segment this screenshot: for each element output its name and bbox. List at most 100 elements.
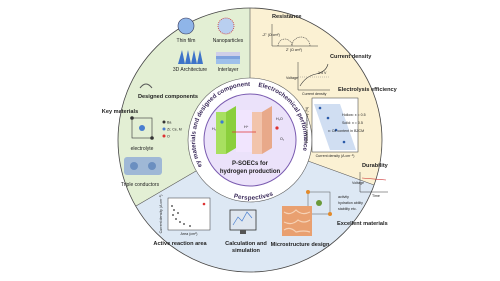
legend-label: Zr, Ce, M [167, 128, 182, 132]
heading: Designed components [138, 94, 198, 100]
item-label: Triple conductors [121, 182, 160, 188]
species-label: O₂ [280, 137, 285, 141]
item-label: electrolyte [131, 146, 154, 152]
axis [271, 24, 318, 47]
heading: Microstructure design [271, 242, 330, 248]
species-label: H⁺ [244, 125, 249, 129]
atom [306, 190, 310, 194]
electrode [252, 112, 262, 154]
molecule [220, 120, 224, 124]
point [318, 106, 322, 110]
axis-label: Current density (A cm⁻²) [316, 154, 355, 158]
crystal [131, 117, 153, 139]
axis [359, 172, 388, 193]
point [202, 202, 206, 206]
icon [178, 50, 203, 64]
axis-label: Time [372, 194, 380, 198]
icon [124, 157, 162, 175]
property: activity [338, 195, 349, 199]
center-title: P-SOECs for [232, 161, 269, 167]
item-label: Interlayer [218, 67, 239, 73]
molecule [275, 126, 279, 130]
point [179, 221, 181, 223]
axis-label: Voltage [352, 181, 364, 185]
heading: simulation [232, 248, 261, 254]
icon [216, 52, 240, 56]
legend-label: Solid: x = 0.5 [342, 121, 363, 125]
item-label: Nanoparticles [213, 38, 244, 44]
icon [216, 56, 240, 59]
atom [130, 116, 134, 120]
atom [150, 136, 154, 140]
divider [307, 160, 375, 186]
item-label: 3D Architecture [173, 67, 207, 73]
sector-perspectives [136, 140, 374, 272]
arc-text: Perspectives [233, 190, 275, 201]
icon [216, 59, 240, 64]
point [177, 212, 179, 214]
axis-label: -Z'' (Ω cm²) [262, 33, 280, 37]
legend-label: O [167, 135, 170, 139]
axis-label: Faradaic efficiency (%) [305, 107, 309, 143]
center-title: hydrogen production [220, 169, 281, 175]
point [334, 128, 338, 132]
heading: Current density [330, 54, 372, 60]
legend-dot [162, 127, 166, 131]
point [173, 209, 175, 211]
item-label: Thin film [177, 38, 196, 44]
property: stability etc. [338, 207, 357, 211]
screen-plot [232, 211, 253, 226]
legend-label: Ba [167, 121, 171, 125]
icon [177, 17, 195, 35]
heading: Active reaction area [153, 241, 207, 247]
heading: Calculation and [225, 241, 267, 247]
texture [283, 209, 311, 233]
legend-label: Hollow: x = 0.5 [342, 113, 366, 117]
axis-label: Current density [302, 92, 327, 96]
icon [217, 17, 235, 35]
point [342, 140, 346, 144]
axis-label: Current density (A cm⁻²) [159, 195, 163, 234]
annotation: 1.3 V [318, 71, 327, 75]
monitor [229, 209, 257, 231]
heading: Electrolysis efficiency [338, 87, 398, 93]
axis-label: Z' (Ω cm²) [286, 48, 302, 52]
point [171, 205, 173, 207]
icon [130, 162, 138, 170]
point [189, 225, 191, 227]
divider [135, 170, 197, 207]
electrolyte-layer [236, 110, 252, 152]
atom [316, 200, 322, 206]
point [175, 218, 177, 220]
band [314, 104, 356, 150]
axis [297, 62, 330, 91]
point [183, 223, 185, 225]
axis-label: Voltage [286, 76, 298, 80]
heading: Resistance [272, 14, 302, 20]
heading: Durability [362, 163, 389, 169]
legend-label: x: Ce content in BZCM [328, 129, 364, 133]
curve [299, 63, 329, 87]
atom [139, 125, 145, 131]
curve [361, 177, 387, 181]
point [326, 116, 330, 120]
scatter [171, 205, 191, 227]
electrode [216, 112, 226, 154]
point [172, 214, 174, 216]
legend-dot [162, 120, 166, 124]
property: hydration ability [338, 201, 363, 205]
curve [277, 36, 311, 47]
monitor-stand [240, 230, 246, 234]
heading: Key materials [102, 109, 138, 115]
species-label: H₂O [276, 117, 283, 121]
crystal [307, 191, 331, 215]
electrode [262, 106, 272, 154]
legend-dot [162, 134, 166, 138]
arc-label: Perspectives [233, 190, 275, 201]
atom [328, 212, 332, 216]
icon [139, 83, 153, 89]
icon [148, 162, 156, 170]
axis-label: Area (cm²) [181, 232, 198, 236]
electrode [226, 106, 236, 154]
